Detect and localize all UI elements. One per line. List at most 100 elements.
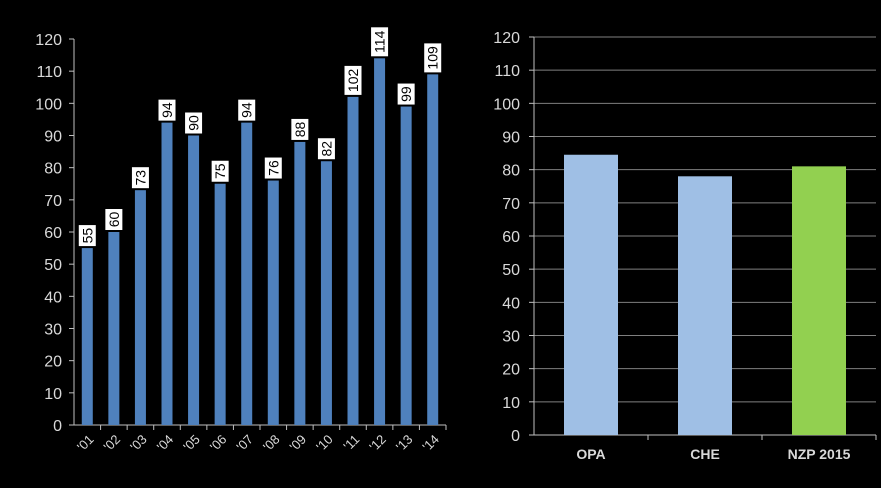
left-data-label-box: [424, 43, 442, 73]
left-data-label-text: 90: [186, 115, 202, 131]
left-x-tick-label: '07: [233, 432, 256, 455]
left-y-tick-label: 20: [44, 354, 62, 371]
right-y-tick-label: 90: [502, 130, 520, 147]
left-data-label: 102: [344, 65, 362, 95]
right-y-tick-label: 40: [502, 295, 520, 312]
left-data-label-text: 73: [132, 170, 148, 186]
left-data-label: 55: [78, 225, 96, 247]
left-y-tick-label: 90: [44, 129, 62, 146]
right-y-tick-label: 110: [494, 63, 520, 80]
left-y-tick-label: 30: [44, 322, 62, 339]
left-y-tick-label: 50: [44, 257, 62, 274]
right-bar: [564, 154, 618, 435]
left-data-label-box: [371, 27, 389, 57]
left-data-label: 73: [131, 167, 149, 189]
left-data-label-text: 102: [345, 69, 361, 93]
left-data-label-box: [317, 138, 335, 160]
left-data-label: 94: [158, 99, 176, 121]
left-data-label-text: 82: [318, 141, 334, 157]
right-y-tick-label: 30: [502, 329, 520, 346]
right-bar-chart: 0 10 20 30 40 50 60 70 80 90 100 110 120 OPA CHE NZP 20…: [493, 30, 877, 462]
left-data-label-box: [158, 99, 176, 121]
left-bar-chart: 0 10 20 30 40 50 60 70 80 90 100 110 120 55 '01 60 '02 73…: [35, 27, 447, 455]
left-bar: [161, 122, 173, 425]
left-data-label: 90: [185, 112, 203, 134]
left-y-tick-label: 40: [44, 289, 62, 306]
left-bar: [134, 190, 146, 425]
left-data-label-text: 109: [425, 46, 441, 70]
left-data-label: 75: [211, 160, 229, 182]
left-data-label-box: [105, 209, 123, 230]
right-y-tick-label: 10: [502, 395, 520, 412]
left-data-label-text: 94: [239, 102, 255, 118]
left-x-tick-label: '11: [340, 432, 362, 454]
left-x-tick-label: '01: [74, 432, 97, 455]
left-data-label: 82: [317, 138, 335, 160]
right-y-tick-label: 100: [493, 96, 520, 113]
left-x-tick-label: '14: [419, 432, 442, 455]
left-y-tick-label: 70: [44, 193, 62, 210]
left-bar: [294, 141, 306, 425]
right-x-category-label: NZP 2015: [788, 446, 851, 462]
left-data-label: 114: [371, 27, 389, 57]
left-bar: [400, 106, 412, 426]
left-data-label-box: [344, 65, 362, 95]
right-y-tick-label: 60: [502, 229, 520, 246]
right-y-tick-label: 120: [493, 30, 520, 47]
left-x-tick-label: '09: [287, 432, 310, 455]
left-data-label-text: 99: [398, 86, 414, 102]
left-x-tick-label: '12: [366, 432, 389, 455]
right-y-tick-label: 0: [511, 428, 520, 445]
left-bar: [374, 58, 386, 426]
left-data-label-box: [264, 157, 282, 179]
left-x-tick-label: '04: [154, 432, 177, 455]
left-y-tick-label: 110: [36, 64, 62, 81]
left-data-label-box: [291, 118, 309, 140]
left-y-tick-label: 100: [35, 96, 62, 113]
left-bar: [214, 183, 226, 425]
left-data-label-text: 55: [79, 228, 95, 244]
left-bar: [347, 96, 359, 426]
left-data-label: 109: [424, 43, 442, 73]
left-x-tick-label: '05: [180, 432, 203, 455]
right-bar: [792, 166, 846, 435]
left-data-label-text: 114: [372, 30, 388, 53]
left-bar: [320, 161, 332, 425]
left-y-tick-label: 60: [44, 225, 62, 242]
left-data-label-text: 88: [292, 121, 308, 137]
left-y-tick-label: 120: [35, 32, 62, 49]
left-x-tick-label: '10: [313, 432, 336, 455]
right-x-category-label: OPA: [576, 446, 605, 462]
left-x-tick-label: '02: [101, 432, 124, 455]
left-bar: [188, 135, 200, 425]
left-bar: [241, 122, 253, 425]
left-y-tick-label: 10: [44, 386, 62, 403]
left-data-label-text: 75: [212, 163, 228, 179]
left-y-tick-label: 80: [44, 161, 62, 178]
right-y-tick-label: 50: [502, 262, 520, 279]
left-bar: [108, 232, 120, 425]
left-data-label: 76: [264, 157, 282, 179]
left-data-label: 99: [397, 83, 415, 105]
left-data-label-box: [211, 160, 229, 182]
left-bar: [427, 74, 439, 425]
left-data-label: 88: [291, 118, 309, 140]
right-y-tick-label: 20: [502, 362, 520, 379]
left-data-label-text: 94: [159, 102, 175, 118]
left-y-tick-label: 0: [53, 418, 62, 435]
left-data-label-text: 60: [106, 212, 122, 228]
left-x-tick-label: '03: [127, 432, 150, 455]
right-y-tick-label: 70: [502, 196, 520, 213]
left-data-label-box: [78, 225, 96, 247]
left-x-tick-label: '13: [393, 432, 416, 455]
left-x-tick-label: '06: [207, 432, 230, 455]
left-data-label-box: [131, 167, 149, 189]
right-bar: [678, 176, 732, 436]
left-data-label-box: [238, 99, 256, 121]
right-y-tick-label: 80: [502, 163, 520, 180]
left-data-label: 60: [105, 209, 123, 230]
left-data-label-text: 76: [265, 160, 281, 176]
left-x-tick-label: '08: [260, 432, 283, 455]
left-data-label: 94: [238, 99, 256, 121]
